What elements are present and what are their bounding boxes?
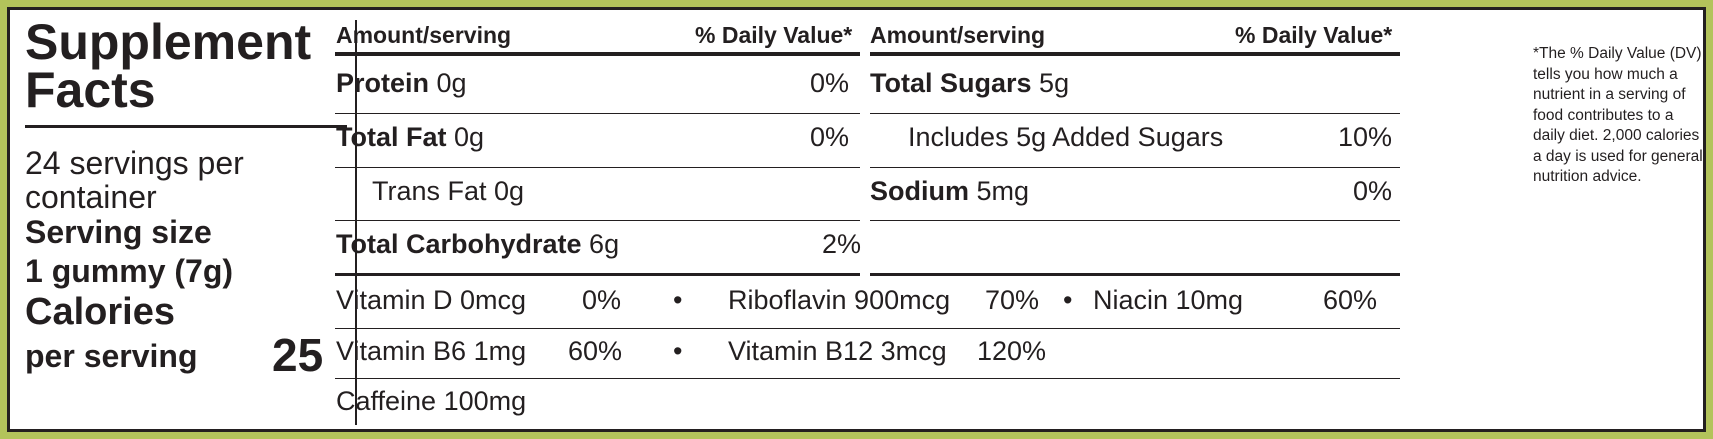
niacin: Niacin 10mg [1093, 285, 1244, 315]
dv-riboflavin: 70% [985, 285, 1040, 315]
divider [870, 220, 1400, 221]
per-serving-label: per serving [25, 338, 198, 374]
dv-niacin: 60% [1323, 285, 1378, 315]
nutrient-trans-fat: Trans Fat 0g [372, 176, 525, 206]
header-dv-right: % Daily Value* [1235, 22, 1393, 48]
vertical-divider [355, 20, 357, 425]
divider [870, 273, 1400, 276]
divider [870, 167, 1400, 168]
dv-vitamin-b12: 120% [977, 336, 1047, 366]
label-title: Supplement Facts [25, 14, 312, 118]
nutrient-total-fat: Total Fat 0g [336, 122, 485, 152]
nutrient-added-sugars: Includes 5g Added Sugars [908, 122, 1224, 152]
divider [335, 52, 860, 56]
divider [870, 52, 1400, 56]
title-line-1: Supplement [25, 14, 312, 70]
serving-size-label: Serving size [25, 214, 212, 250]
daily-value-footnote: *The % Daily Value (DV) tells you how mu… [1533, 45, 1703, 185]
dv-added-sugars: 10% [1338, 122, 1393, 152]
calories-label: Calories [25, 291, 175, 333]
nutrient-total-sugars: Total Sugars 5g [870, 68, 1070, 98]
header-dv-left: % Daily Value* [695, 22, 853, 48]
bullet: • [673, 336, 683, 366]
serving-size-value: 1 gummy (7g) [25, 253, 234, 289]
riboflavin: Riboflavin 900mcg [728, 285, 951, 315]
vitamin-b6: Vitamin B6 1mg [336, 336, 527, 366]
header-amount-right: Amount/serving [870, 22, 1046, 48]
divider [335, 378, 1400, 379]
nutrient-total-carbohydrate: Total Carbohydrate 6g [336, 229, 620, 259]
title-line-2: Facts [25, 62, 156, 118]
calories-value: 25 [272, 329, 324, 381]
divider [335, 167, 860, 168]
divider [335, 328, 1400, 329]
dv-protein: 0% [810, 68, 850, 98]
dv-vitamin-b6: 60% [568, 336, 623, 366]
divider [335, 220, 860, 221]
dv-total-fat: 0% [810, 122, 850, 152]
divider [335, 113, 860, 114]
divider [870, 113, 1400, 114]
dv-vitamin-d: 0% [582, 285, 622, 315]
vitamin-d: Vitamin D 0mcg [336, 285, 527, 315]
supplement-facts-label: Supplement Facts 24 servings per container… [7, 7, 1706, 432]
header-amount-left: Amount/serving [336, 22, 512, 48]
divider [25, 125, 347, 128]
caffeine: Caffeine 100mg [336, 386, 527, 416]
nutrient-sodium: Sodium 5mg [870, 176, 1030, 206]
bullet: • [1063, 285, 1073, 315]
nutrient-protein: Protein 0g [336, 68, 467, 98]
bullet: • [673, 285, 683, 315]
servings-per-container: 24 servings per container [25, 145, 244, 215]
dv-sodium: 0% [1353, 176, 1393, 206]
vitamin-b12: Vitamin B12 3mcg [728, 336, 947, 366]
divider [335, 273, 860, 276]
dv-total-carbohydrate: 2% [822, 229, 862, 259]
